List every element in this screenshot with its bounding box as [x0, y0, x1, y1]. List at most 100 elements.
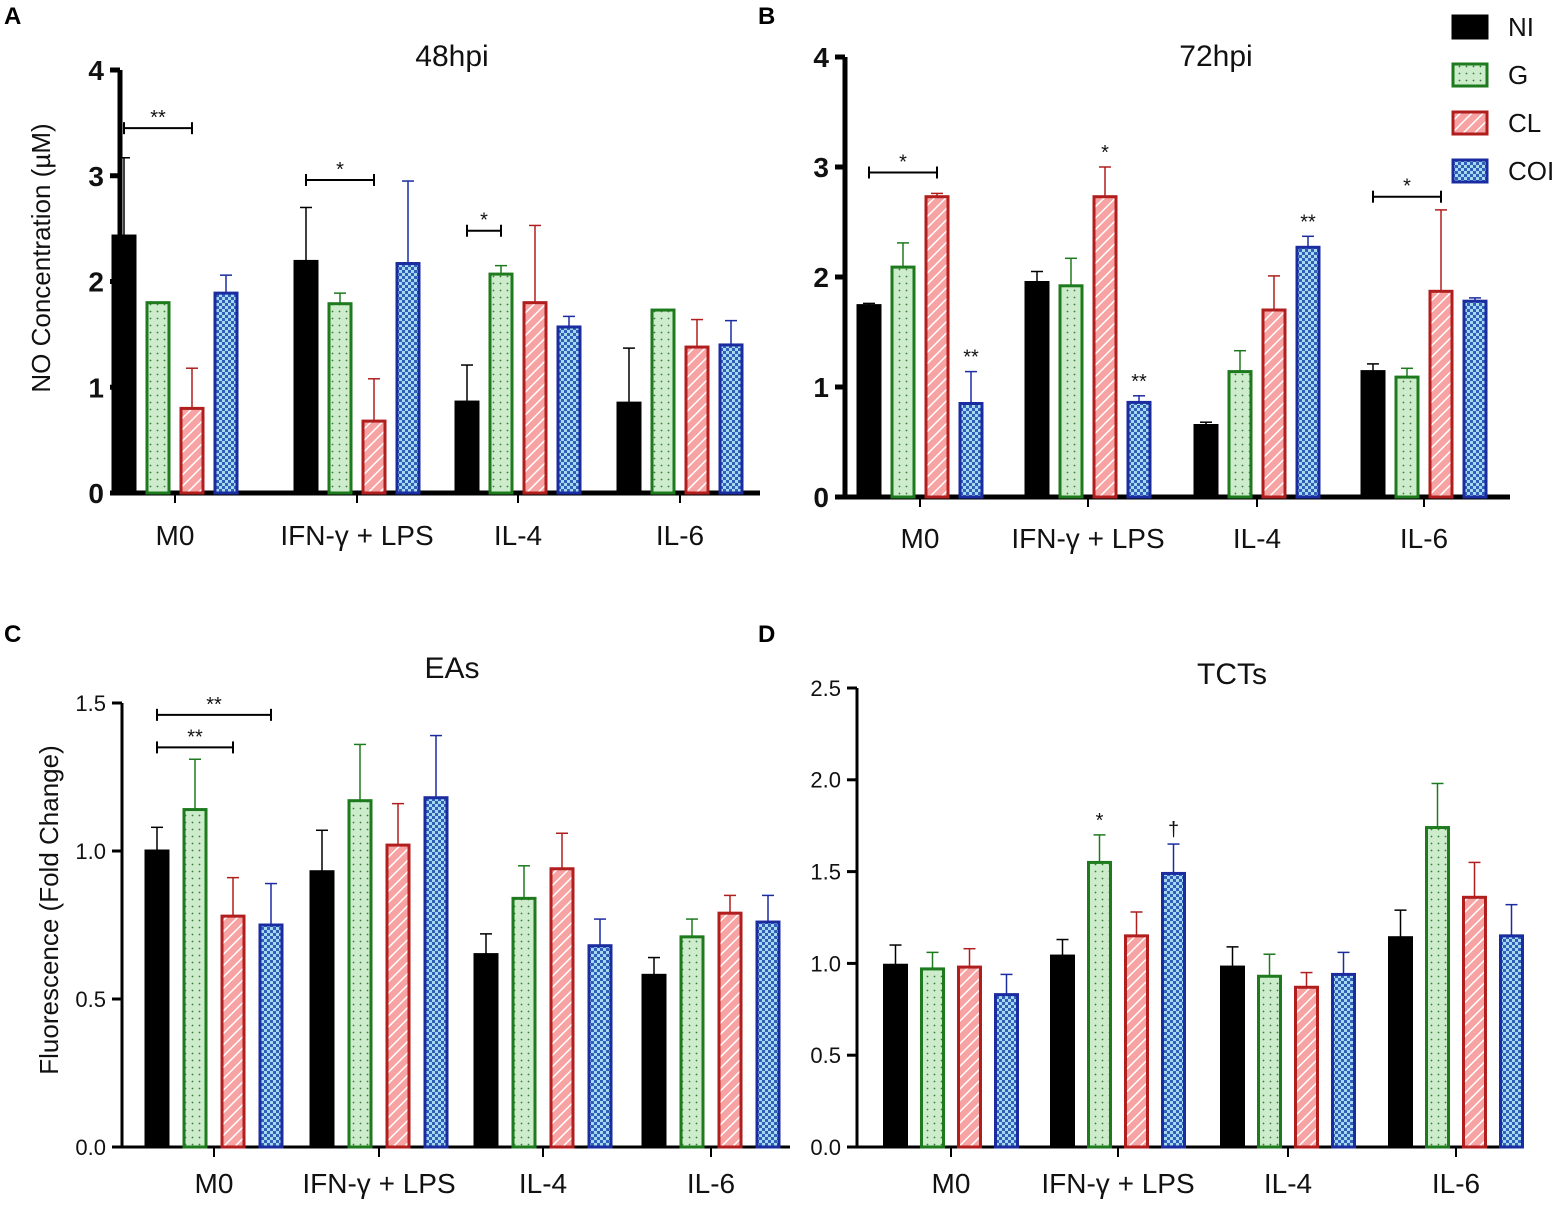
- y-tick-label: 1: [813, 372, 829, 403]
- legend-label-cl: CL: [1508, 108, 1541, 138]
- bar-ni: [111, 234, 137, 495]
- bar-cl: [220, 914, 246, 1149]
- y-tick-label: 1.5: [75, 691, 106, 716]
- legend-label-coi: COI: [1508, 156, 1554, 186]
- bar-cl: [385, 843, 411, 1149]
- y-tick-label: 1.0: [810, 951, 841, 976]
- bar-ni: [144, 849, 170, 1149]
- bar-coi: [1462, 299, 1488, 499]
- bar-g: [1394, 375, 1420, 499]
- y-tick-label: 0.0: [810, 1135, 841, 1160]
- bar-cl: [549, 867, 575, 1149]
- significance-label: *: [1403, 176, 1411, 198]
- significance-label: *: [899, 152, 907, 174]
- bar-cl: [1294, 985, 1319, 1149]
- legend-swatch-g: [1451, 62, 1489, 88]
- legend: NI G CL COI: [1451, 12, 1554, 186]
- panel-c-chart: C EAs Fluorescence (Fold Change) 0.0 0.5 1…: [4, 621, 790, 1199]
- y-tick-label: 1: [88, 372, 104, 403]
- bar-coi: [994, 993, 1019, 1149]
- x-category-label: IL-6: [687, 1168, 735, 1199]
- bar-coi: [755, 920, 781, 1149]
- x-category-label: IFN-γ + LPS: [302, 1168, 455, 1199]
- x-category-label: IFN-γ + LPS: [1041, 1168, 1194, 1199]
- x-category-label: IL-4: [1233, 523, 1281, 554]
- bar-cl: [957, 965, 982, 1149]
- bar-ni: [641, 973, 667, 1149]
- y-tick-label: 0.5: [810, 1043, 841, 1068]
- significance-label: *: [336, 159, 344, 181]
- legend-label-g: G: [1508, 60, 1528, 90]
- bar-ni: [473, 953, 499, 1149]
- panel-a-chart: A 48hpi NO Concentration (µM) 0 1 2 3 4 M0 IFN…: [4, 3, 760, 551]
- panel-a-ylabel: NO Concentration (µM): [26, 123, 56, 392]
- bar-g: [1087, 860, 1112, 1149]
- bar-g: [488, 272, 514, 495]
- bar-g: [890, 265, 916, 499]
- y-tick-label: 3: [88, 161, 104, 192]
- bar-g: [1227, 370, 1253, 499]
- y-tick-label: 1.0: [75, 839, 106, 864]
- bar-g: [1058, 284, 1084, 499]
- x-category-label: M0: [901, 523, 940, 554]
- x-category-label: IL-4: [494, 520, 542, 551]
- bar-coi: [1295, 245, 1321, 499]
- bar-coi: [1161, 871, 1186, 1149]
- bar-g: [347, 799, 373, 1149]
- bar-ni: [856, 304, 882, 499]
- y-tick-label: 2.5: [810, 676, 841, 701]
- bar-g: [145, 301, 171, 495]
- y-tick-label: 0: [813, 482, 829, 513]
- x-category-label: IL-4: [519, 1168, 567, 1199]
- significance-label: **: [1300, 211, 1316, 233]
- bar-g: [920, 967, 945, 1149]
- significance-label: *: [480, 210, 488, 232]
- bar-coi: [213, 291, 239, 495]
- bar-cl: [361, 419, 387, 495]
- bar-ni: [309, 870, 335, 1149]
- bar-cl: [1092, 195, 1118, 499]
- significance-label: **: [206, 694, 222, 716]
- y-tick-label: 1.5: [810, 860, 841, 885]
- bar-coi: [1331, 972, 1356, 1149]
- bar-g: [511, 896, 537, 1149]
- bar-ni: [293, 259, 319, 495]
- bar-ni: [1024, 281, 1050, 499]
- significance-label: †: [1168, 819, 1179, 841]
- bar-cl: [1462, 895, 1487, 1149]
- y-tick-label: 4: [813, 42, 829, 73]
- bar-g: [1425, 826, 1450, 1149]
- bar-ni: [616, 401, 642, 495]
- bar-cl: [1261, 308, 1287, 499]
- bar-coi: [587, 944, 613, 1149]
- bar-cl: [717, 911, 743, 1149]
- bar-ni: [1193, 424, 1219, 499]
- bar-cl: [179, 406, 205, 495]
- y-tick-label: 0.0: [75, 1135, 106, 1160]
- bar-ni: [1050, 954, 1075, 1149]
- bar-cl: [1428, 289, 1454, 499]
- bar-g: [1257, 974, 1282, 1149]
- y-tick-label: 2: [813, 262, 829, 293]
- significance-label: **: [963, 347, 979, 369]
- bar-ni: [883, 963, 908, 1149]
- x-category-label: IL-6: [1432, 1168, 1480, 1199]
- y-tick-label: 2.0: [810, 768, 841, 793]
- y-tick-label: 2: [88, 267, 104, 298]
- bar-coi: [423, 796, 449, 1149]
- bar-ni: [1388, 936, 1413, 1149]
- bar-g: [650, 308, 676, 495]
- bar-coi: [1126, 400, 1152, 499]
- bar-cl: [924, 195, 950, 499]
- panel-b-title: 72hpi: [1179, 40, 1252, 73]
- significance-label: **: [187, 726, 203, 748]
- significance-label: *: [1096, 810, 1104, 832]
- legend-swatch-ni: [1451, 14, 1489, 40]
- x-category-label: M0: [932, 1168, 971, 1199]
- bar-g: [679, 935, 705, 1149]
- panel-b-letter: B: [758, 3, 775, 30]
- bar-coi: [1499, 934, 1524, 1149]
